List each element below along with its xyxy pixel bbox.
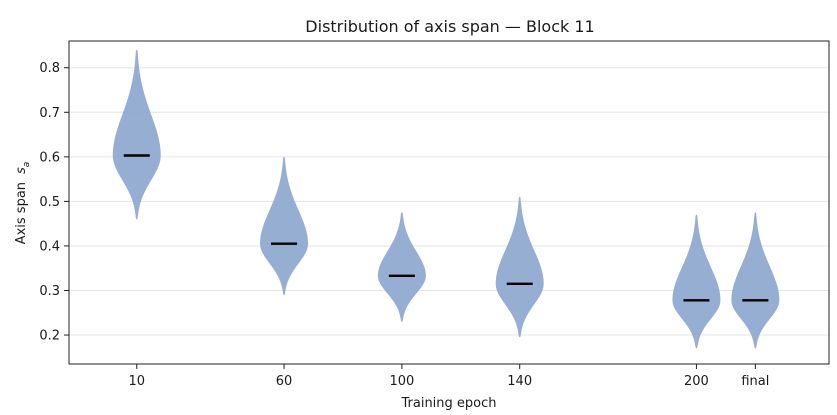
x-tick-label: 200 bbox=[684, 374, 709, 389]
grid-lines bbox=[69, 67, 829, 336]
y-axis-label: Axis span sa bbox=[14, 162, 32, 245]
chart-title: Distribution of axis span — Block 11 bbox=[305, 17, 594, 36]
y-tick-label: 0.7 bbox=[39, 106, 60, 121]
x-tick-label: 10 bbox=[128, 374, 145, 389]
y-tick-label: 0.8 bbox=[39, 61, 60, 76]
plot-frame bbox=[68, 40, 830, 365]
violin-10 bbox=[112, 49, 161, 220]
x-axis-ticks: 10 60 100 140 200 final bbox=[128, 364, 769, 389]
x-tick-label: final bbox=[741, 374, 769, 389]
y-tick-label: 0.2 bbox=[39, 329, 60, 344]
violins bbox=[112, 49, 780, 349]
violin-final bbox=[731, 212, 780, 349]
x-tick-label: 100 bbox=[389, 374, 414, 389]
x-tick-label: 60 bbox=[276, 374, 293, 389]
violin-60 bbox=[260, 156, 309, 295]
y-tick-label: 0.3 bbox=[39, 284, 60, 299]
x-axis-label: Training epoch bbox=[400, 396, 496, 411]
violin-140 bbox=[495, 196, 544, 338]
y-tick-label: 0.5 bbox=[39, 195, 60, 210]
y-axis-label-subscript: a bbox=[22, 162, 32, 168]
y-tick-label: 0.4 bbox=[39, 239, 60, 254]
y-axis-ticks: 0.2 0.3 0.4 0.5 0.6 0.7 0.8 bbox=[39, 61, 69, 344]
x-tick-label: 140 bbox=[507, 374, 532, 389]
y-axis-label-symbol: s bbox=[14, 167, 29, 174]
y-axis-label-text: Axis span bbox=[14, 182, 29, 244]
violin-100 bbox=[377, 212, 426, 322]
median-lines bbox=[123, 154, 769, 302]
violin-200 bbox=[672, 214, 721, 349]
y-tick-label: 0.6 bbox=[39, 150, 60, 165]
